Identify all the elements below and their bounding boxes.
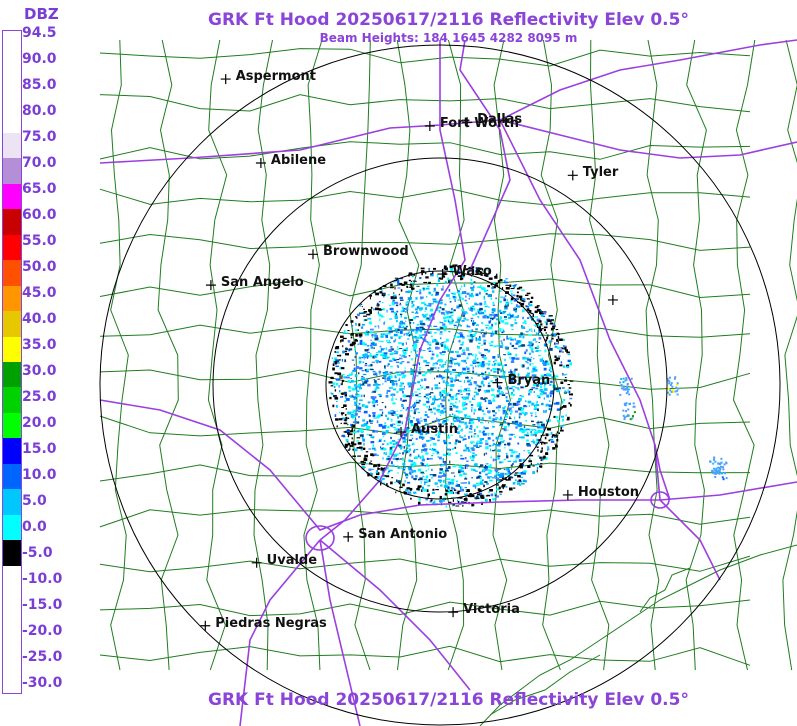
legend-value: 70.0 [22,155,57,171]
legend-swatch [3,362,21,388]
page-title: GRK Ft Hood 20250617/2116 Reflectivity E… [208,10,689,30]
city-label: Houston [577,484,640,500]
legend-value: -20.0 [22,623,63,639]
legend-swatch [3,31,21,57]
legend-swatch [3,285,21,312]
city-label: Tyler [582,165,619,181]
legend-swatch [3,591,21,618]
legend-unit: DBZ [24,5,59,23]
legend-swatch [3,132,21,159]
legend-swatch [3,565,21,592]
city-label: Victoria [463,602,520,618]
city-label: Bryan [507,372,551,388]
footer-title: GRK Ft Hood 20250617/2116 Reflectivity E… [208,690,689,710]
highways [99,39,797,726]
legend-swatch [3,514,21,541]
legend-value: -10.0 [22,571,63,587]
legend-swatch [3,260,21,287]
legend-swatch [3,489,21,516]
legend-swatch [3,438,21,465]
city-marker [396,427,406,437]
legend-swatch [3,311,21,338]
city-marker [251,557,262,568]
legend-value: 60.0 [22,207,57,223]
legend-value: 90.0 [22,51,57,67]
legend-value: 20.0 [22,415,57,431]
legend-value: 50.0 [22,259,57,275]
city-label: Uvalde [266,552,318,568]
city-label: Brownwood [323,244,409,260]
legend-value: 10.0 [22,467,57,483]
legend-value: 55.0 [22,233,57,249]
city-marker [220,74,231,85]
city-marker [200,620,211,631]
city-marker [424,120,435,131]
city-label: San Antonio [358,526,448,542]
city-marker [343,531,354,542]
legend-value: -5.0 [22,545,53,561]
legend-value: 15.0 [22,441,57,457]
city-markers [200,74,618,631]
legend-swatch [3,412,21,439]
legend-swatch [3,463,21,490]
city-label: San Angelo [220,275,304,291]
city-label: Piedras Negras [215,615,327,631]
city-label: Waco [452,264,492,280]
city-marker [562,489,573,500]
city-label: Aspermont [235,69,316,85]
legend-value: 85.0 [22,77,57,93]
legend-value: 35.0 [22,337,57,353]
range-rings [99,44,781,726]
reflectivity-echoes [328,264,728,508]
legend-swatch [3,540,21,567]
legend-value: 94.5 [22,25,57,41]
legend-swatch [3,667,21,694]
city-marker [492,377,503,388]
city-label: Austin [411,422,458,437]
legend-swatch [3,81,21,108]
colorbar [2,30,22,694]
legend-swatch [3,158,21,185]
city-marker [437,269,448,280]
legend-swatch [3,209,21,236]
county-boundaries [99,39,797,671]
city-marker [607,294,618,305]
city-marker [308,249,318,260]
legend-value: 65.0 [22,181,57,197]
legend-swatch [3,183,21,210]
legend-value: 80.0 [22,103,57,119]
legend-value: 40.0 [22,311,57,327]
city-marker [255,157,266,168]
city-label: Dallas [477,112,523,128]
legend-value: -25.0 [22,649,63,665]
legend-value: 25.0 [22,389,57,405]
dbz-legend: DBZ 94.5 90.0 85.0 80.0 75.0 70.0 65.0 60.0 55.0… [0,0,100,726]
city-label: Fort Worth [439,115,519,131]
legend-swatch [3,234,21,261]
city-marker [205,280,216,291]
legend-value: 5.0 [22,493,47,509]
city-label: Abilene [270,152,327,168]
beam-heights: Beam Heights: 184 1645 4282 8095 m [319,31,578,45]
legend-value: 75.0 [22,129,57,145]
legend-value: 30.0 [22,363,57,379]
city-marker [567,170,578,181]
legend-swatch [3,107,21,134]
legend-swatch [3,336,21,363]
legend-swatch [3,387,21,414]
legend-swatch [3,642,21,669]
legend-swatch [3,616,21,643]
city-marker [448,607,459,618]
legend-value: 45.0 [22,285,57,301]
city-marker [462,117,473,128]
legend-value: 0.0 [22,519,47,535]
legend-value: -15.0 [22,597,63,613]
legend-swatch [3,56,21,83]
legend-value: -30.0 [22,675,63,691]
